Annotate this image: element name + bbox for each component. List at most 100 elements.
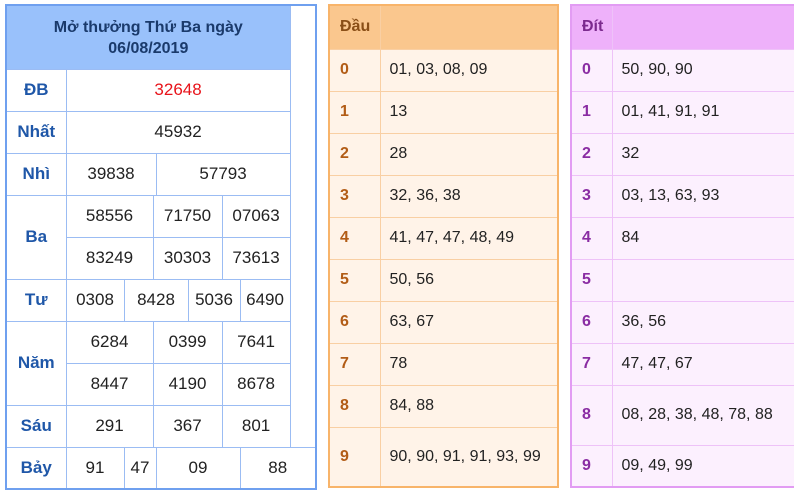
dit-values: 50, 90, 90 xyxy=(611,48,794,92)
dau-digit: 6 xyxy=(328,300,381,344)
prize-nam-number: 4190 xyxy=(152,362,223,406)
prize-row-ba-2: 83249 30303 73613 xyxy=(6,236,316,280)
dit-digit: 0 xyxy=(570,48,613,92)
prize-ba-number: 73613 xyxy=(221,236,291,280)
dau-row: 6 63, 67 xyxy=(328,300,559,344)
prize-tu-number: 8428 xyxy=(123,278,189,322)
prize-ba-number: 71750 xyxy=(152,194,223,238)
draw-date: 06/08/2019 xyxy=(108,40,189,58)
dau-digit: 9 xyxy=(328,426,381,488)
dau-digit: 7 xyxy=(328,342,381,386)
results-table: Mở thưởng Thứ Ba ngày 06/08/2019 ĐB 3264… xyxy=(5,4,317,490)
dau-row: 8 84, 88 xyxy=(328,384,559,428)
dau-digit: 4 xyxy=(328,216,381,260)
prize-ba-number: 58556 xyxy=(65,194,154,238)
dit-values: 09, 49, 99 xyxy=(611,444,794,488)
dau-values: 28 xyxy=(379,132,559,176)
dau-digit: 5 xyxy=(328,258,381,302)
prize-bay-number: 47 xyxy=(123,446,157,490)
dit-row: 1 01, 41, 91, 91 xyxy=(570,90,794,134)
dit-digit: 4 xyxy=(570,216,613,260)
dau-row: 5 50, 56 xyxy=(328,258,559,302)
prize-label-sau: Sáu xyxy=(5,404,67,448)
prize-row-sau: Sáu 291 367 801 xyxy=(5,404,316,448)
dau-values: 90, 90, 91, 91, 93, 99 xyxy=(379,426,559,488)
prize-ba-number: 83249 xyxy=(65,236,154,280)
dit-row: 8 08, 28, 38, 48, 78, 88 xyxy=(570,384,794,446)
dau-row: 7 78 xyxy=(328,342,559,386)
dit-values: 08, 28, 38, 48, 78, 88 xyxy=(611,384,794,446)
prize-row-db: ĐB 32648 xyxy=(5,68,316,112)
dau-header-blank xyxy=(379,4,559,50)
prize-label-nhat: Nhất xyxy=(5,110,67,154)
prize-label-ba: Ba xyxy=(5,194,67,280)
dau-values: 84, 88 xyxy=(379,384,559,428)
dau-table: Đầu 0 01, 03, 08, 09 1 13 2 28 3 32, 36,… xyxy=(328,4,559,488)
prize-row-nhi: Nhì 39838 57793 xyxy=(5,152,316,196)
dit-row: 9 09, 49, 99 xyxy=(570,444,794,488)
prize-sau-number: 291 xyxy=(65,404,154,448)
prize-nam-number: 0399 xyxy=(152,320,223,364)
dit-row: 3 03, 13, 63, 93 xyxy=(570,174,794,218)
dau-values: 13 xyxy=(379,90,559,134)
prize-row-nam: Năm 6284 0399 7641 xyxy=(5,320,316,406)
dit-values: 36, 56 xyxy=(611,300,794,344)
dit-values: 01, 41, 91, 91 xyxy=(611,90,794,134)
dau-row: 2 28 xyxy=(328,132,559,176)
results-title: Mở thưởng Thứ Ba ngày 06/08/2019 xyxy=(5,4,291,70)
dau-values: 41, 47, 47, 48, 49 xyxy=(379,216,559,260)
dit-table: Đít 0 50, 90, 90 1 01, 41, 91, 91 2 32 3… xyxy=(570,4,794,488)
prize-nhi-number: 39838 xyxy=(65,152,157,196)
draw-title: Mở thưởng Thứ Ba ngày xyxy=(53,19,243,37)
prize-row-nhat: Nhất 45932 xyxy=(5,110,316,154)
prize-db-number: 32648 xyxy=(65,68,291,112)
prize-row-nam-2: 8447 4190 8678 xyxy=(6,362,316,406)
dit-row: 5 xyxy=(570,258,794,302)
dau-values: 78 xyxy=(379,342,559,386)
prize-label-nam: Năm xyxy=(5,320,67,406)
dau-row: 4 41, 47, 47, 48, 49 xyxy=(328,216,559,260)
dit-digit: 5 xyxy=(570,258,613,302)
dau-header-row: Đầu xyxy=(328,4,559,50)
dau-row: 0 01, 03, 08, 09 xyxy=(328,48,559,92)
prize-row-ba: Ba 58556 71750 07063 xyxy=(5,194,316,280)
dit-row: 4 84 xyxy=(570,216,794,260)
dit-values: 84 xyxy=(611,216,794,260)
dau-digit: 1 xyxy=(328,90,381,134)
prize-tu-number: 5036 xyxy=(187,278,241,322)
prize-label-nhi: Nhì xyxy=(5,152,67,196)
dit-values: 32 xyxy=(611,132,794,176)
dit-values: 03, 13, 63, 93 xyxy=(611,174,794,218)
prize-ba-number: 07063 xyxy=(221,194,291,238)
prize-row-bay: Bảy 91 47 09 88 xyxy=(5,446,317,490)
dit-values: 47, 47, 67 xyxy=(611,342,794,386)
dit-row: 0 50, 90, 90 xyxy=(570,48,794,92)
dit-header: Đít xyxy=(570,4,613,50)
dit-row: 6 36, 56 xyxy=(570,300,794,344)
prize-nam-number: 7641 xyxy=(221,320,291,364)
prize-nam-number: 8447 xyxy=(65,362,154,406)
dau-row: 9 90, 90, 91, 91, 93, 99 xyxy=(328,426,559,488)
dit-digit: 9 xyxy=(570,444,613,488)
prize-tu-number: 6490 xyxy=(239,278,291,322)
dau-row: 3 32, 36, 38 xyxy=(328,174,559,218)
dit-values xyxy=(611,258,794,302)
dau-values: 32, 36, 38 xyxy=(379,174,559,218)
prize-ba-number: 30303 xyxy=(152,236,223,280)
prize-sau-number: 367 xyxy=(152,404,223,448)
dit-header-row: Đít xyxy=(570,4,794,50)
prize-label-tu: Tư xyxy=(5,278,67,322)
dit-digit: 8 xyxy=(570,384,613,446)
prize-nhat-number: 45932 xyxy=(65,110,291,154)
dau-digit: 2 xyxy=(328,132,381,176)
prize-bay-number: 09 xyxy=(155,446,241,490)
dau-values: 63, 67 xyxy=(379,300,559,344)
dau-digit: 8 xyxy=(328,384,381,428)
dit-digit: 7 xyxy=(570,342,613,386)
prize-nam-number: 8678 xyxy=(221,362,291,406)
prize-tu-number: 0308 xyxy=(65,278,125,322)
prize-row-tu: Tư 0308 8428 5036 6490 xyxy=(5,278,316,322)
prize-nam-number: 6284 xyxy=(65,320,154,364)
dau-digit: 3 xyxy=(328,174,381,218)
prize-bay-number: 91 xyxy=(65,446,125,490)
